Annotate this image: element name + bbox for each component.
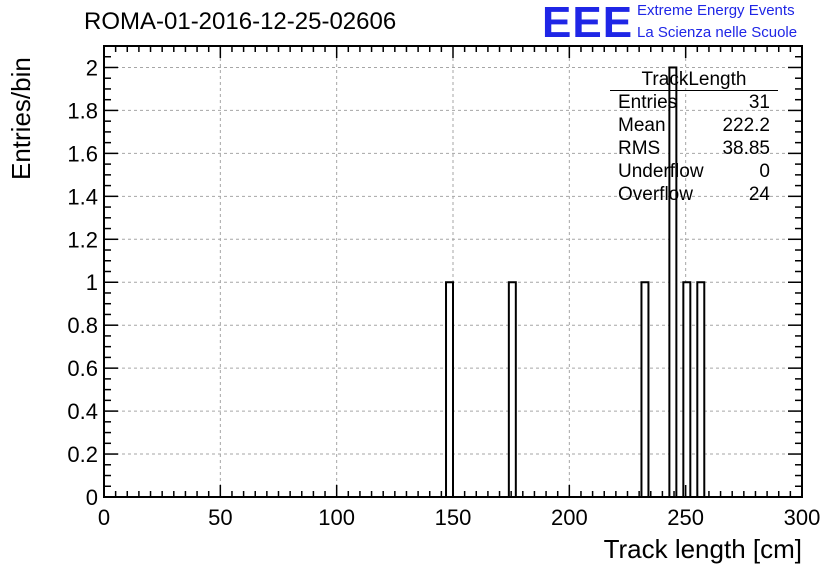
stats-row-underflow: Underflow 0 (610, 160, 778, 183)
x-axis-label: Track length [cm] (603, 534, 802, 564)
eee-logo: EEE (542, 0, 634, 47)
stats-value: 31 (748, 92, 770, 113)
x-tick-label: 150 (435, 505, 472, 530)
y-tick-label: 1.6 (67, 141, 98, 166)
logo-line-2: La Scienza nelle Scuole (637, 24, 798, 41)
stats-label: Underflow (618, 161, 704, 182)
histogram-bar (696, 281, 706, 498)
run-title: ROMA-01-2016-12-25-02606 (84, 8, 397, 35)
y-tick-label: 0 (86, 485, 98, 510)
y-tick-label: 0.2 (67, 442, 98, 467)
stats-row-entries: Entries 31 (610, 91, 778, 114)
stats-label: Overflow (618, 184, 693, 205)
histogram-bar (682, 281, 692, 498)
logo-line-1: Extreme Energy Events (637, 2, 795, 19)
x-tick-label: 50 (208, 505, 232, 530)
histogram-bar (507, 281, 517, 498)
stats-value: 24 (748, 184, 770, 205)
x-tick-label: 300 (784, 505, 821, 530)
y-tick-label: 1 (86, 270, 98, 295)
y-axis-label: Entries/bin (6, 57, 36, 180)
stats-label: Mean (618, 115, 666, 136)
y-tick-label: 2 (86, 55, 98, 80)
y-tick-label: 1.2 (67, 227, 98, 252)
y-tick-label: 0.6 (67, 356, 98, 381)
y-tick-label: 1.8 (67, 98, 98, 123)
stats-value: 0 (759, 161, 770, 182)
y-tick-label: 0.4 (67, 399, 98, 424)
x-tick-label: 100 (318, 505, 355, 530)
x-tick-label: 0 (98, 505, 110, 530)
stats-value: 222.2 (722, 115, 770, 136)
stats-title: TrackLength (610, 68, 778, 91)
histogram-bar (445, 281, 454, 498)
stats-row-rms: RMS 38.85 (610, 137, 778, 160)
stats-value: 38.85 (722, 138, 770, 159)
stats-row-overflow: Overflow 24 (610, 183, 778, 206)
y-tick-label: 1.4 (67, 184, 98, 209)
histogram-bar (640, 281, 650, 498)
x-tick-label: 200 (551, 505, 588, 530)
stats-row-mean: Mean 222.2 (610, 114, 778, 137)
stats-label: Entries (618, 92, 678, 113)
axes (103, 45, 803, 498)
stats-box: TrackLength Entries 31 Mean 222.2 RMS 38… (610, 68, 778, 206)
x-tick-label: 250 (667, 505, 704, 530)
stats-label: RMS (618, 138, 661, 159)
tick-labels: 0 50 100 150 200 250 300 0 0.2 0.4 0.6 0.8 1 1.2 1.4 1.… (67, 55, 820, 530)
y-tick-label: 0.8 (67, 313, 98, 338)
